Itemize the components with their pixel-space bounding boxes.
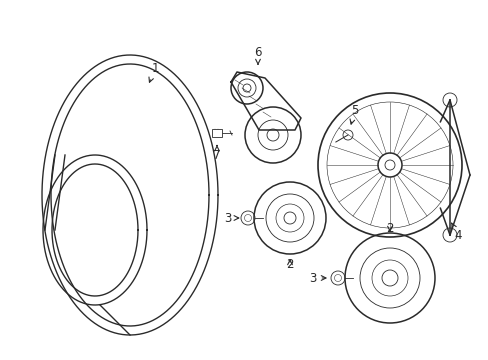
Text: 7: 7 (213, 145, 220, 162)
Text: 5: 5 (349, 104, 358, 124)
Text: 2: 2 (386, 221, 393, 234)
Text: 1: 1 (149, 62, 159, 82)
Text: 6: 6 (254, 45, 261, 64)
Text: 3: 3 (309, 271, 325, 284)
Text: 2: 2 (285, 258, 293, 271)
Text: 3: 3 (224, 212, 238, 225)
Bar (212, 129, 222, 137)
Text: 4: 4 (451, 223, 461, 242)
